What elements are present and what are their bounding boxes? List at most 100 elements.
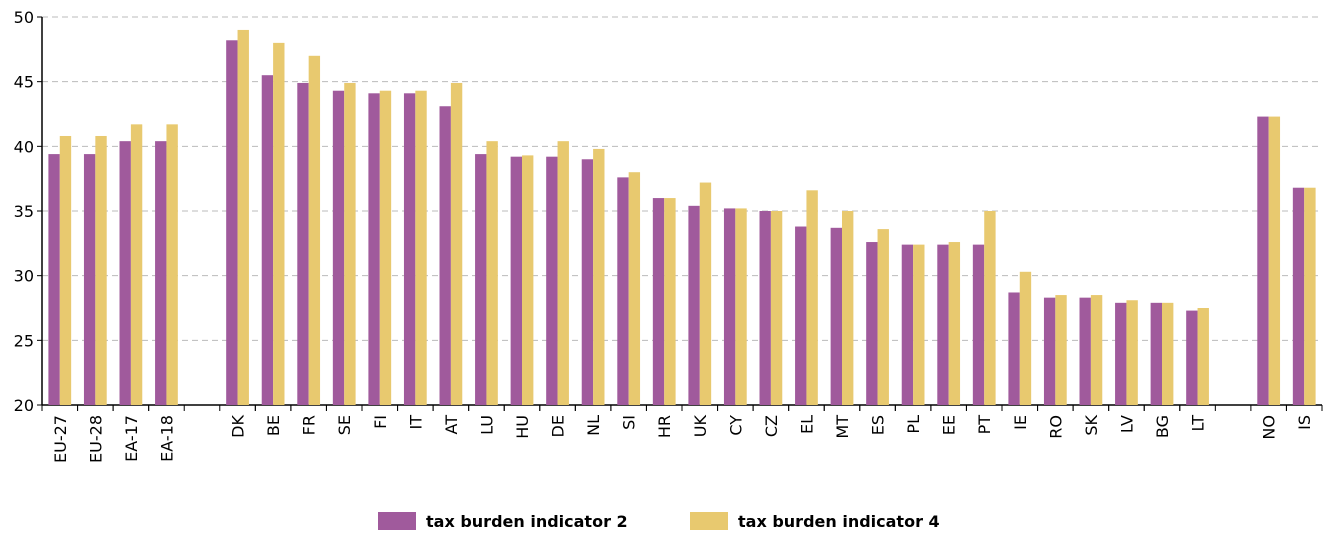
bar: [344, 82, 356, 406]
bar: [1043, 297, 1056, 405]
bar: [379, 90, 392, 405]
bar: [1268, 116, 1281, 405]
bar: [1126, 300, 1138, 405]
bar: [166, 124, 178, 405]
bar: [237, 29, 249, 406]
bar: [119, 141, 131, 405]
x-tick-label: ES: [869, 415, 888, 435]
bar: [581, 159, 594, 405]
y-tick-label: 30: [14, 267, 34, 286]
x-tick-label: LT: [1189, 415, 1208, 432]
legend-label: tax burden indicator 4: [738, 512, 940, 531]
x-tick-label: IS: [1295, 415, 1314, 430]
bar: [972, 244, 985, 405]
x-tick-label: EU-28: [86, 415, 105, 463]
x-tick-label: BE: [264, 415, 283, 436]
bar: [332, 90, 345, 405]
bar: [1292, 187, 1305, 405]
x-tick-label: CY: [726, 415, 745, 436]
bar: [806, 190, 818, 405]
x-tick-label: PL: [904, 415, 923, 434]
x-tick-label: HU: [513, 415, 532, 439]
bar: [1115, 302, 1127, 405]
bar: [261, 75, 274, 405]
x-tick-label: FR: [300, 415, 319, 435]
x-tick-label: EA-17: [122, 415, 141, 462]
bar: [913, 244, 925, 405]
bar: [842, 211, 854, 405]
bar: [1162, 302, 1174, 405]
x-tick-label: LU: [477, 415, 496, 435]
x-tick-label: EU-27: [51, 415, 70, 463]
x-tick-label: EA-18: [157, 415, 176, 462]
bar: [652, 198, 665, 405]
bar: [557, 141, 569, 405]
y-tick-label: 45: [14, 73, 34, 92]
x-tick-label: IE: [1011, 415, 1030, 430]
bar: [1055, 295, 1067, 405]
bar: [1008, 292, 1020, 405]
bar: [735, 208, 747, 405]
bar: [297, 82, 309, 406]
bar: [130, 124, 143, 405]
bar: [723, 208, 736, 405]
x-tick-label: RO: [1046, 415, 1065, 439]
x-tick-label: DK: [229, 414, 248, 437]
bar: [486, 141, 498, 405]
x-tick-label: SK: [1082, 415, 1101, 436]
x-tick-label: NL: [584, 415, 603, 436]
x-tick-label: CZ: [762, 415, 781, 437]
bar: [546, 156, 558, 405]
bar: [368, 93, 380, 405]
x-tick-label: FI: [371, 415, 390, 429]
bar: [48, 154, 60, 405]
x-tick-label: AT: [442, 415, 461, 435]
bar: [628, 172, 641, 405]
bar: [415, 90, 427, 405]
bar: [593, 148, 605, 406]
bar: [948, 242, 961, 405]
y-tick-label: 40: [14, 137, 34, 156]
x-tick-label: SE: [335, 415, 354, 435]
legend-label: tax burden indicator 2: [426, 512, 628, 531]
bar: [795, 226, 807, 405]
bar: [1150, 302, 1162, 405]
bar: [273, 42, 285, 405]
bar: [1186, 310, 1198, 405]
x-tick-label: EL: [797, 415, 816, 434]
bar: [770, 211, 783, 405]
x-tick-label: IT: [406, 415, 425, 430]
bar: [688, 205, 700, 405]
x-tick-label: MT: [833, 415, 852, 439]
x-tick-label: NO: [1260, 415, 1279, 440]
x-tick-label: BG: [1153, 415, 1172, 438]
y-tick-label: 35: [14, 202, 34, 221]
bar: [1079, 297, 1091, 405]
x-tick-label: LV: [1117, 415, 1136, 433]
bar: [155, 141, 167, 405]
x-tick-label: UK: [691, 414, 710, 437]
bar: [1019, 271, 1032, 405]
bar: [759, 211, 771, 405]
bar: [226, 40, 238, 405]
bar: [83, 154, 96, 405]
bar: [1197, 308, 1209, 405]
bar: [877, 229, 889, 405]
y-tick-label: 25: [14, 331, 34, 350]
bar: [617, 177, 629, 405]
bar: [937, 244, 949, 405]
bar: [510, 156, 522, 405]
legend-swatch: [690, 512, 728, 530]
x-tick-label: DE: [549, 415, 568, 437]
bar: [403, 93, 416, 405]
y-tick-label: 20: [14, 396, 34, 415]
x-tick-label: SI: [620, 415, 639, 430]
bar: [95, 135, 107, 405]
bar: [59, 135, 72, 405]
bar: [1257, 116, 1269, 405]
bar: [866, 242, 878, 405]
x-tick-label: PT: [975, 415, 994, 435]
legend-swatch: [378, 512, 416, 530]
bar: [699, 182, 712, 405]
